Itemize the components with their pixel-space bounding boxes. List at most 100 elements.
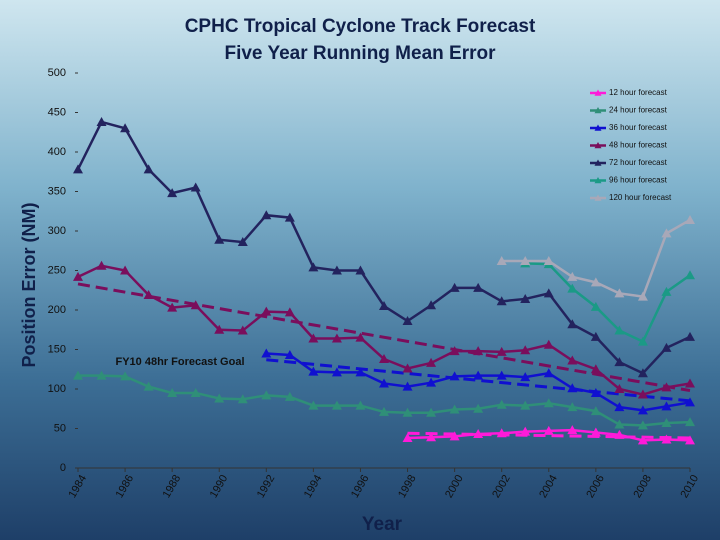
point [214,393,225,403]
legend-marker [594,107,602,114]
point [614,325,625,335]
point [590,301,601,311]
point [496,346,507,356]
point [473,282,484,292]
point [402,381,413,391]
legend-marker [594,177,602,184]
point [614,357,625,367]
point [331,367,342,377]
point [567,425,578,435]
point [637,336,648,346]
point [120,265,131,275]
point [167,387,178,397]
point [661,382,672,392]
point [402,432,413,442]
point [379,301,389,311]
point [331,400,342,410]
legend-label: 120 hour forecast [609,193,672,202]
point [379,406,389,416]
point [614,402,625,412]
point [567,283,578,293]
point [473,403,484,413]
point [143,289,154,299]
point [120,123,131,133]
point [661,286,672,296]
point [685,397,695,407]
point [120,371,131,381]
legend-marker [594,124,602,131]
y-tick-label: 400 [48,146,66,158]
point [214,324,225,334]
point [590,277,601,287]
point [261,210,272,220]
point [567,355,578,365]
point [590,364,601,374]
legend-label: 96 hour forecast [609,176,668,185]
point [331,333,342,343]
point [567,319,578,329]
x-axis-label: Year [362,514,403,535]
point [661,342,672,352]
trend-line [77,282,691,393]
point [308,333,319,343]
point [637,420,648,430]
point [637,291,648,301]
point [284,350,295,360]
point [543,398,554,408]
point [614,429,625,439]
point [520,293,531,303]
point [543,425,554,435]
point [190,300,201,310]
point [543,339,554,349]
y-tick-label: 350 [48,185,66,197]
point [520,345,531,355]
point [379,353,389,363]
point [284,212,295,222]
chart-subtitle: Five Year Running Mean Error [224,43,496,64]
point [520,256,531,266]
point [96,260,107,270]
point [73,164,83,174]
point [449,431,460,441]
point [637,389,648,399]
legend-marker [594,89,602,96]
point [661,228,672,238]
point [685,331,695,341]
point [308,262,319,272]
point [637,405,648,415]
point [449,346,460,356]
y-tick-label: 200 [48,304,66,316]
point [331,265,342,275]
point [685,214,695,224]
y-tick-label: 50 [54,422,66,434]
legend-label: 12 hour forecast [609,88,668,97]
point [190,387,201,397]
point [214,234,225,244]
point [426,377,437,387]
point [496,399,507,409]
point [284,307,295,317]
point [379,378,389,388]
point [496,428,507,438]
point [237,237,248,247]
point [426,407,437,417]
point [685,435,695,445]
point [567,402,578,412]
legend-marker [594,159,602,166]
legend-marker [594,142,602,149]
series-line [525,262,691,344]
point [543,368,554,378]
legend-label: 24 hour forecast [609,106,668,115]
legend-label: 36 hour forecast [609,123,668,132]
point [261,306,272,316]
point [73,370,83,380]
point [449,371,460,381]
point [590,427,601,437]
point [402,407,413,417]
point [496,370,507,380]
y-tick-label: 250 [48,264,66,276]
legend-marker [594,194,602,201]
annotation: FY10 48hr Forecast Goal [116,356,245,368]
point [685,378,695,388]
